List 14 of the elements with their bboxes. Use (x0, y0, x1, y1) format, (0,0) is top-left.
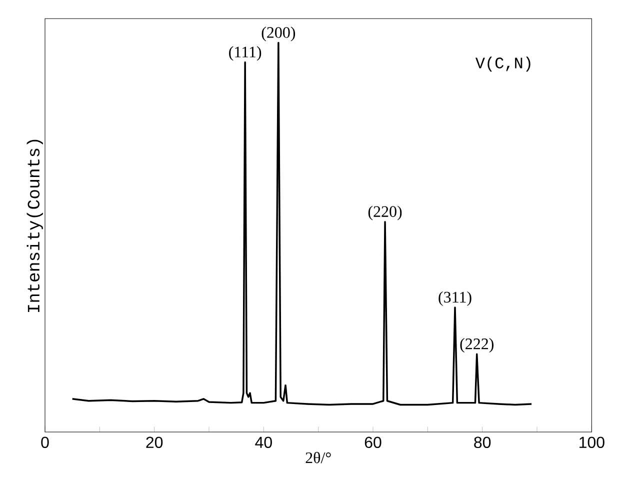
x-tick-label: 60 (364, 436, 382, 448)
annotation: (111) (229, 46, 262, 61)
x-tick-label: 100 (580, 436, 604, 448)
y-axis-title: Intensity(Counts) (26, 140, 43, 312)
x-axis-title: 2θ/° (306, 452, 331, 464)
annotation: (220) (368, 206, 402, 220)
x-tick-label: 80 (474, 436, 491, 448)
x-tick-label: 20 (146, 436, 163, 448)
annotation: (311) (438, 291, 472, 306)
annotation: (222) (460, 338, 494, 353)
annotation: (200) (262, 26, 296, 42)
annotation: V(C,N) (475, 56, 530, 72)
x-tick-label: 40 (255, 436, 272, 448)
x-tick-label: 0 (41, 436, 49, 448)
